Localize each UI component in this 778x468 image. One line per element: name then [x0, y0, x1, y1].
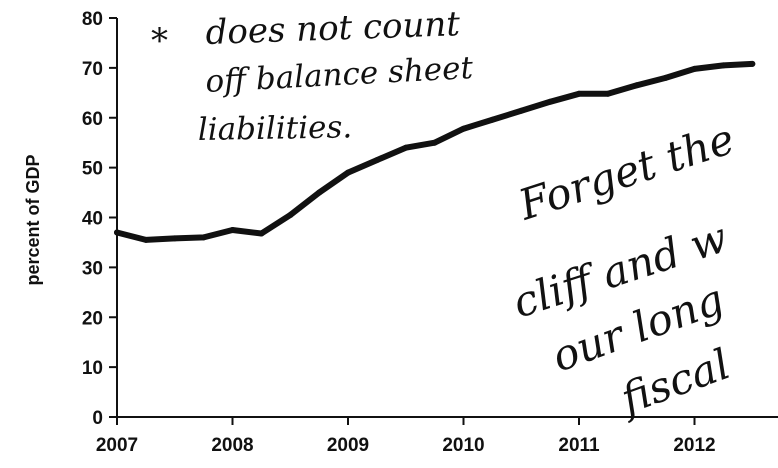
data-point: [373, 157, 380, 164]
data-point: [749, 60, 756, 67]
series-layer: [114, 60, 756, 243]
y-tick-label: 30: [82, 258, 103, 279]
x-ticks: 2007 2008 2009 2010 2011 2012: [96, 417, 716, 456]
y-tick-label: 70: [82, 59, 103, 80]
y-tick-label: 80: [82, 9, 103, 30]
y-tick-label: 10: [82, 358, 103, 379]
data-point: [518, 107, 525, 114]
data-point: [114, 229, 120, 236]
data-point: [604, 90, 611, 97]
side-note-line-1: Forget the: [512, 114, 740, 230]
handwritten-footnote: * does not count off balance sheet liabi…: [151, 4, 474, 148]
data-point: [229, 227, 236, 233]
handwritten-side-note: Forget the cliff and w our long fiscal: [507, 114, 740, 424]
y-tick-label: 60: [82, 109, 103, 130]
data-point: [720, 62, 727, 69]
x-tick-label: 2008: [211, 435, 253, 456]
x-tick-label: 2011: [558, 435, 600, 456]
data-point: [460, 125, 467, 132]
data-point: [576, 90, 582, 97]
x-tick-label: 2007: [96, 435, 138, 456]
data-point: [402, 144, 409, 151]
data-point: [171, 235, 178, 242]
data-point: [547, 98, 554, 105]
y-tick-label: 0: [92, 408, 103, 429]
footnote-line-3: liabilities.: [198, 109, 353, 148]
y-tick-label: 20: [82, 308, 103, 329]
data-point: [345, 169, 351, 176]
y-tick-label: 50: [82, 159, 103, 180]
data-point: [200, 234, 207, 241]
data-point: [489, 116, 496, 123]
y-tick-label: 40: [82, 209, 103, 230]
x-tick-label: 2010: [442, 435, 484, 456]
x-tick-label: 2012: [673, 435, 715, 456]
data-point: [142, 236, 149, 243]
data-point: [316, 189, 323, 196]
x-tick-label: 2009: [327, 435, 369, 456]
data-point: [431, 139, 438, 146]
footnote-star: *: [151, 21, 168, 61]
data-point: [691, 65, 698, 72]
data-point: [258, 230, 265, 237]
data-point: [662, 74, 669, 81]
footnote-line-1: does not count: [205, 4, 461, 53]
data-point: [633, 82, 640, 89]
data-point: [287, 212, 294, 218]
y-axis-label: percent of GDP: [23, 154, 43, 285]
footnote-line-2: off balance sheet: [205, 50, 475, 100]
y-ticks: 0 10 20 30 40 50 60 70 80: [82, 9, 117, 429]
